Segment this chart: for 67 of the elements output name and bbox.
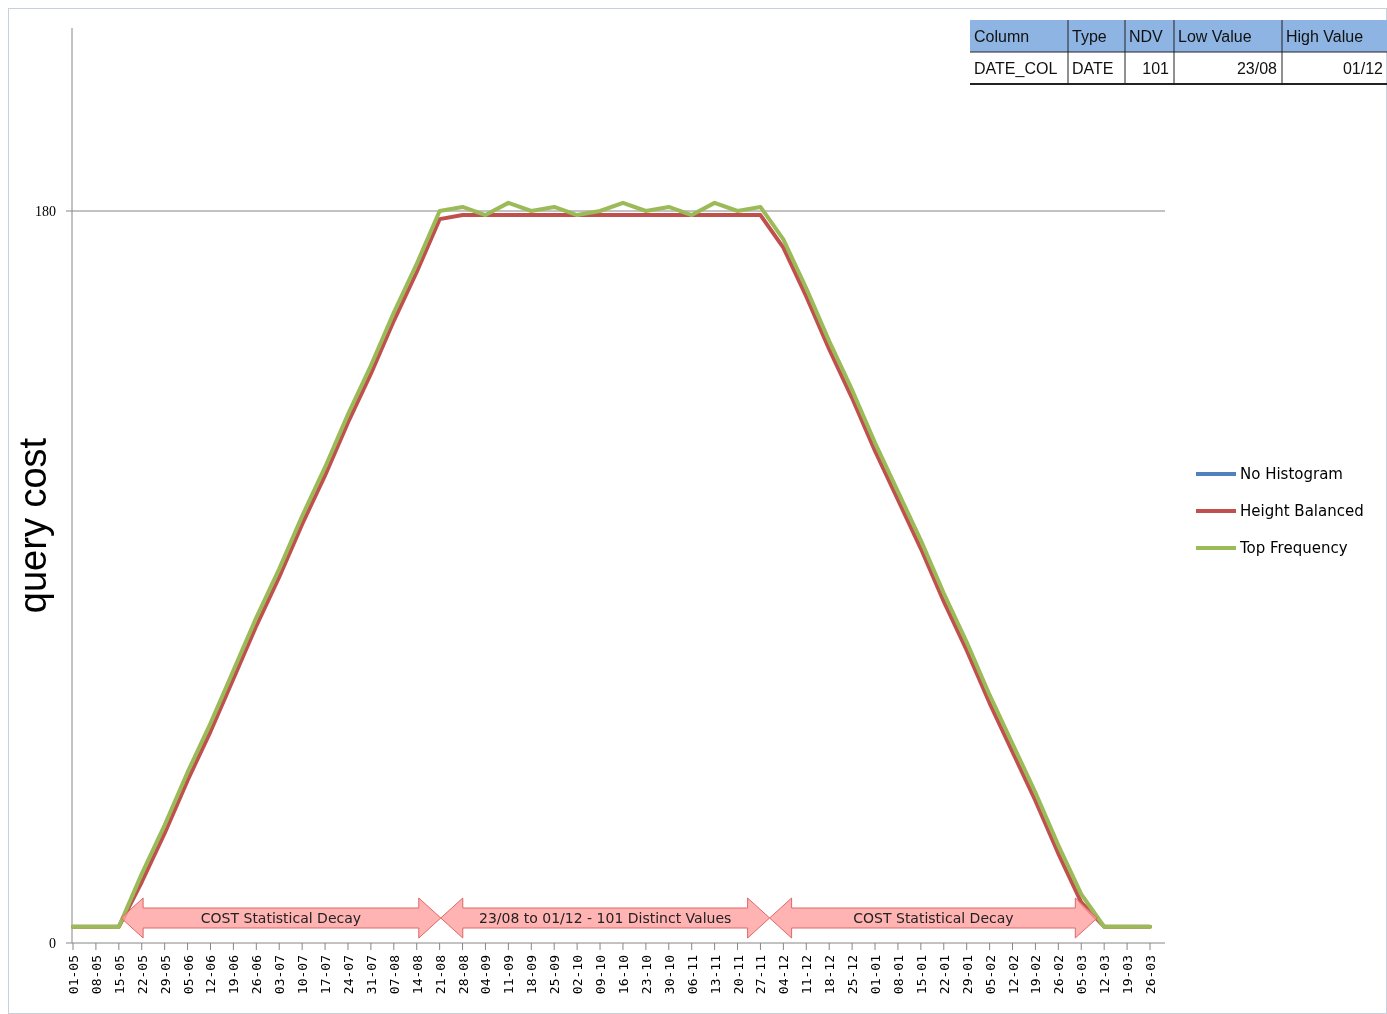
x-tick-label: 30-10	[661, 955, 677, 995]
x-tick-label: 03-07	[272, 955, 288, 995]
annotation: Type	[1072, 27, 1107, 45]
x-tick-label: 10-07	[295, 955, 311, 995]
x-tick-label: 22-01	[936, 955, 952, 995]
x-tick-label: 07-08	[386, 955, 402, 995]
x-tick-label: 27-11	[753, 955, 769, 995]
x-tick-label: 29-01	[959, 955, 975, 995]
annotation: 101	[1142, 59, 1170, 77]
x-tick-label: 18-12	[822, 955, 838, 995]
x-tick-label: 19-06	[226, 955, 242, 995]
x-tick-label: 08-01	[890, 955, 906, 995]
x-tick-label: 12-02	[1005, 955, 1021, 995]
x-tick-label: 11-09	[501, 955, 517, 995]
legend-label: No Histogram	[1240, 465, 1343, 484]
x-tick-label: 18-09	[524, 955, 540, 995]
x-tick-label: 25-09	[547, 955, 563, 995]
x-tick-label: 29-05	[157, 955, 173, 995]
x-tick-label: 26-06	[249, 955, 265, 995]
x-tick-label: 01-01	[868, 955, 884, 995]
legend-label: Height Balanced	[1240, 502, 1364, 521]
x-tick-label: 26-03	[1143, 955, 1158, 995]
annotation: DATE	[1072, 59, 1114, 77]
x-tick-label: 24-07	[340, 955, 356, 995]
y-tick-label: 180	[35, 203, 56, 219]
x-tick-label: 15-01	[913, 955, 929, 995]
x-tick-label: 20-11	[730, 955, 746, 995]
annotation: Column	[974, 27, 1030, 45]
annotation: COST Statistical Decay	[853, 909, 1014, 926]
x-tick-label: 06-11	[684, 955, 700, 995]
x-tick-label: 16-10	[615, 955, 631, 995]
x-tick-label: 28-08	[455, 955, 471, 995]
annotation: NDV	[1129, 27, 1164, 45]
x-tick-label: 25-12	[845, 955, 861, 995]
x-tick-label: 09-10	[593, 955, 609, 995]
x-tick-label: 19-03	[1120, 955, 1136, 995]
x-tick-label: 05-03	[1074, 955, 1090, 995]
text: Low Value	[1178, 27, 1252, 45]
text: 23/08	[1236, 59, 1278, 77]
x-tick-label: 21-08	[432, 955, 448, 995]
x-tick-label: 01-05	[66, 955, 81, 995]
x-tick-label: 15-05	[111, 955, 127, 995]
annotation: 23/08 to 01/12 - 101 Distinct Values	[479, 909, 732, 926]
legend-label: Top Frequency	[1239, 539, 1348, 558]
x-tick-label: 12-06	[203, 955, 219, 995]
x-tick-label: 04-12	[776, 955, 792, 995]
x-tick-label: 05-02	[982, 955, 998, 995]
annotation: DATE_COL	[974, 59, 1058, 78]
y-axis-title: query cost	[12, 437, 54, 614]
text: High Value	[1286, 27, 1364, 45]
x-tick-label: 22-05	[134, 955, 150, 995]
x-tick-label: 05-06	[180, 955, 196, 995]
x-tick-label: 31-07	[363, 955, 379, 995]
x-tick-label: 19-02	[1028, 955, 1044, 995]
x-tick-label: 12-03	[1097, 955, 1113, 995]
x-tick-label: 13-11	[707, 955, 723, 995]
y-tick-label: 0	[49, 935, 56, 951]
x-tick-label: 11-12	[799, 955, 815, 995]
x-tick-label: 02-10	[570, 955, 586, 995]
x-tick-label: 04-09	[478, 955, 494, 995]
text: 01/12	[1342, 59, 1384, 77]
x-tick-label: 23-10	[638, 955, 654, 995]
annotation: COST Statistical Decay	[200, 909, 362, 926]
x-tick-label: 14-08	[409, 955, 425, 995]
x-tick-label: 08-05	[88, 955, 104, 995]
x-tick-label: 17-07	[318, 955, 334, 995]
x-tick-label: 26-02	[1051, 955, 1067, 995]
